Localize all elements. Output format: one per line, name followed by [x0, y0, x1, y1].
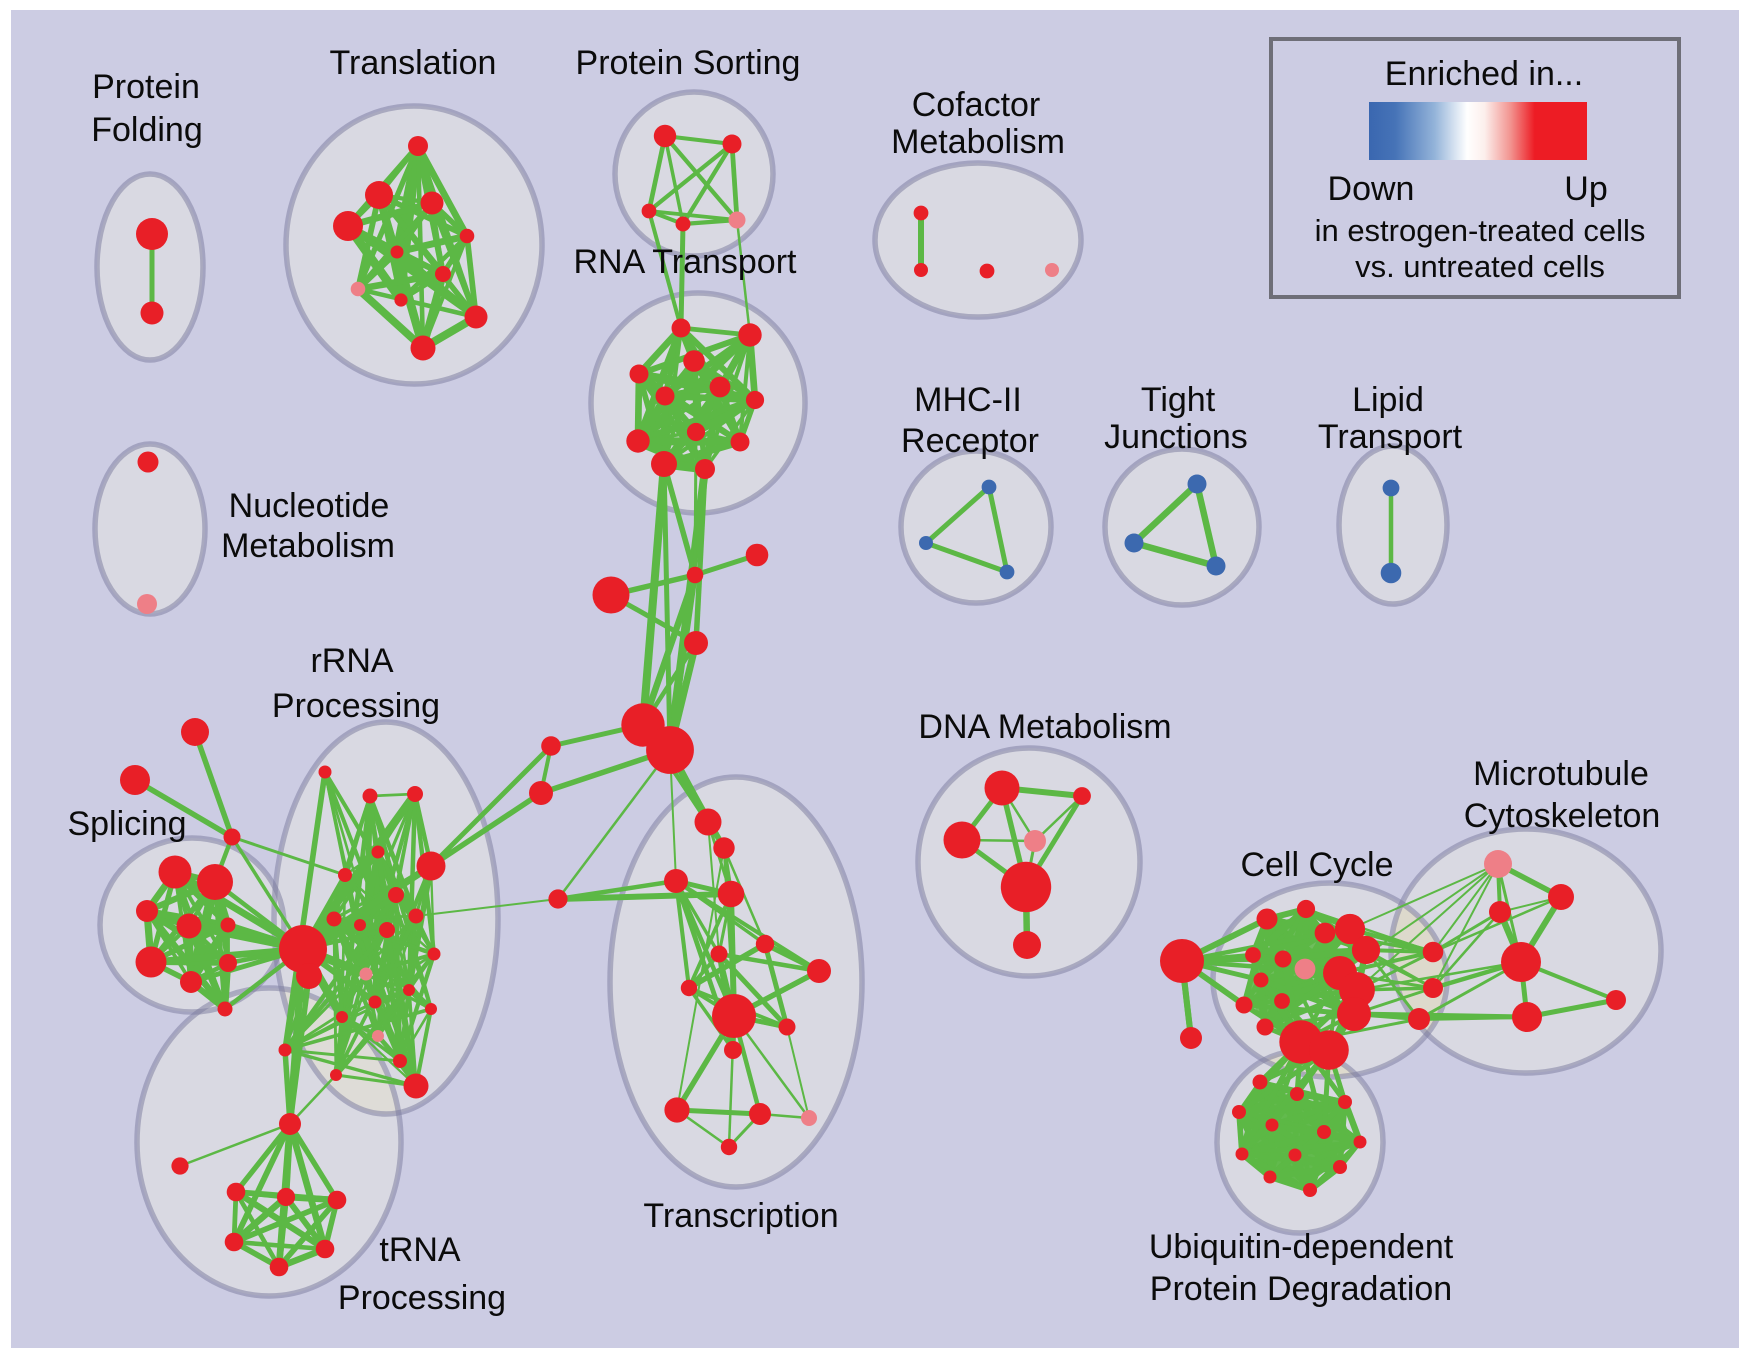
svg-text:Receptor: Receptor	[901, 422, 1039, 460]
svg-text:vs. untreated cells: vs. untreated cells	[1355, 249, 1605, 284]
svg-text:Transcription: Transcription	[643, 1197, 838, 1235]
svg-text:Down: Down	[1328, 170, 1415, 208]
svg-text:Splicing: Splicing	[67, 805, 186, 843]
svg-text:Nucleotide: Nucleotide	[229, 487, 390, 525]
svg-text:Folding: Folding	[91, 111, 203, 149]
svg-text:Cell Cycle: Cell Cycle	[1240, 846, 1393, 884]
svg-text:Microtubule: Microtubule	[1473, 755, 1649, 793]
svg-text:Protein Degradation: Protein Degradation	[1150, 1270, 1452, 1308]
svg-text:DNA Metabolism: DNA Metabolism	[918, 708, 1171, 746]
svg-text:Lipid: Lipid	[1352, 381, 1424, 419]
svg-text:Tight: Tight	[1141, 381, 1216, 419]
svg-text:Translation: Translation	[330, 44, 497, 82]
svg-text:Up: Up	[1564, 170, 1607, 208]
svg-text:Metabolism: Metabolism	[891, 123, 1065, 161]
svg-text:MHC-II: MHC-II	[914, 381, 1022, 419]
svg-text:tRNA: tRNA	[379, 1231, 461, 1269]
svg-text:RNA Transport: RNA Transport	[574, 243, 798, 281]
svg-text:Metabolism: Metabolism	[221, 527, 395, 565]
svg-text:rRNA: rRNA	[310, 642, 393, 680]
svg-text:in estrogen-treated cells: in estrogen-treated cells	[1315, 213, 1646, 248]
svg-text:Protein Sorting: Protein Sorting	[576, 44, 801, 82]
svg-text:Cofactor: Cofactor	[912, 86, 1041, 124]
svg-text:Processing: Processing	[338, 1279, 506, 1317]
svg-text:Cytoskeleton: Cytoskeleton	[1464, 797, 1661, 835]
svg-text:Processing: Processing	[272, 687, 440, 725]
svg-text:Enriched in...: Enriched in...	[1385, 55, 1583, 93]
svg-text:Protein: Protein	[92, 68, 200, 106]
svg-text:Transport: Transport	[1318, 418, 1463, 456]
svg-text:Ubiquitin-dependent: Ubiquitin-dependent	[1149, 1228, 1454, 1266]
svg-text:Junctions: Junctions	[1104, 418, 1248, 456]
